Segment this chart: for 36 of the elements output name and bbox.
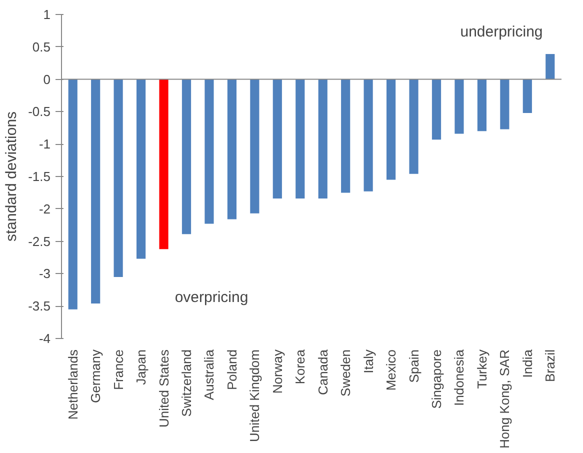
x-tick-label: United States [156, 349, 172, 428]
y-tick-label: -1.5 [28, 169, 51, 184]
x-tick-label: Hong Kong, SAR [497, 349, 512, 449]
x-tick-label: France [110, 349, 126, 390]
y-tick-label: 1 [43, 7, 51, 22]
x-tick-label: Spain [406, 350, 422, 383]
y-tick-label: -1 [38, 136, 51, 152]
x-tick-label: Indonesia [452, 348, 467, 406]
x-tick-label: Singapore [429, 349, 444, 409]
x-tick-label: Turkey [474, 349, 490, 389]
x-tick-label: Mexico [384, 349, 399, 391]
y-tick-label: -2 [38, 201, 51, 216]
x-tick-label: Sweden [338, 349, 354, 396]
y-tick-label: -3 [38, 266, 51, 282]
x-tick-label: Netherlands [65, 349, 80, 420]
x-tick-label: United Kingdom [247, 350, 262, 442]
x-tick-label: Poland [224, 349, 240, 390]
x-tick-label: India [520, 348, 535, 378]
y-tick-label: -0.5 [28, 104, 51, 120]
x-tick-label: Canada [315, 348, 330, 396]
y-tick-label: -2.5 [28, 234, 51, 249]
y-tick-label: 0 [43, 72, 51, 87]
x-tick-label: Germany [88, 349, 104, 403]
x-tick-label: Italy [360, 349, 376, 374]
x-tick-label: Brazil [542, 349, 558, 382]
x-tick-label: Switzerland [179, 349, 194, 417]
x-tick-label: Australia [202, 348, 217, 400]
y-tick-label: -3.5 [28, 298, 51, 314]
x-tick-label: Japan [134, 350, 149, 385]
y-axis-title: standard deviations [3, 111, 20, 242]
x-tick-label: Korea [292, 348, 308, 384]
annotation: overpricing [174, 289, 248, 306]
annotation: underpricing [460, 23, 543, 40]
y-tick-label: 0.5 [32, 39, 51, 54]
x-tick-label: Norway [270, 349, 285, 394]
y-tick-label: -4 [38, 331, 51, 346]
